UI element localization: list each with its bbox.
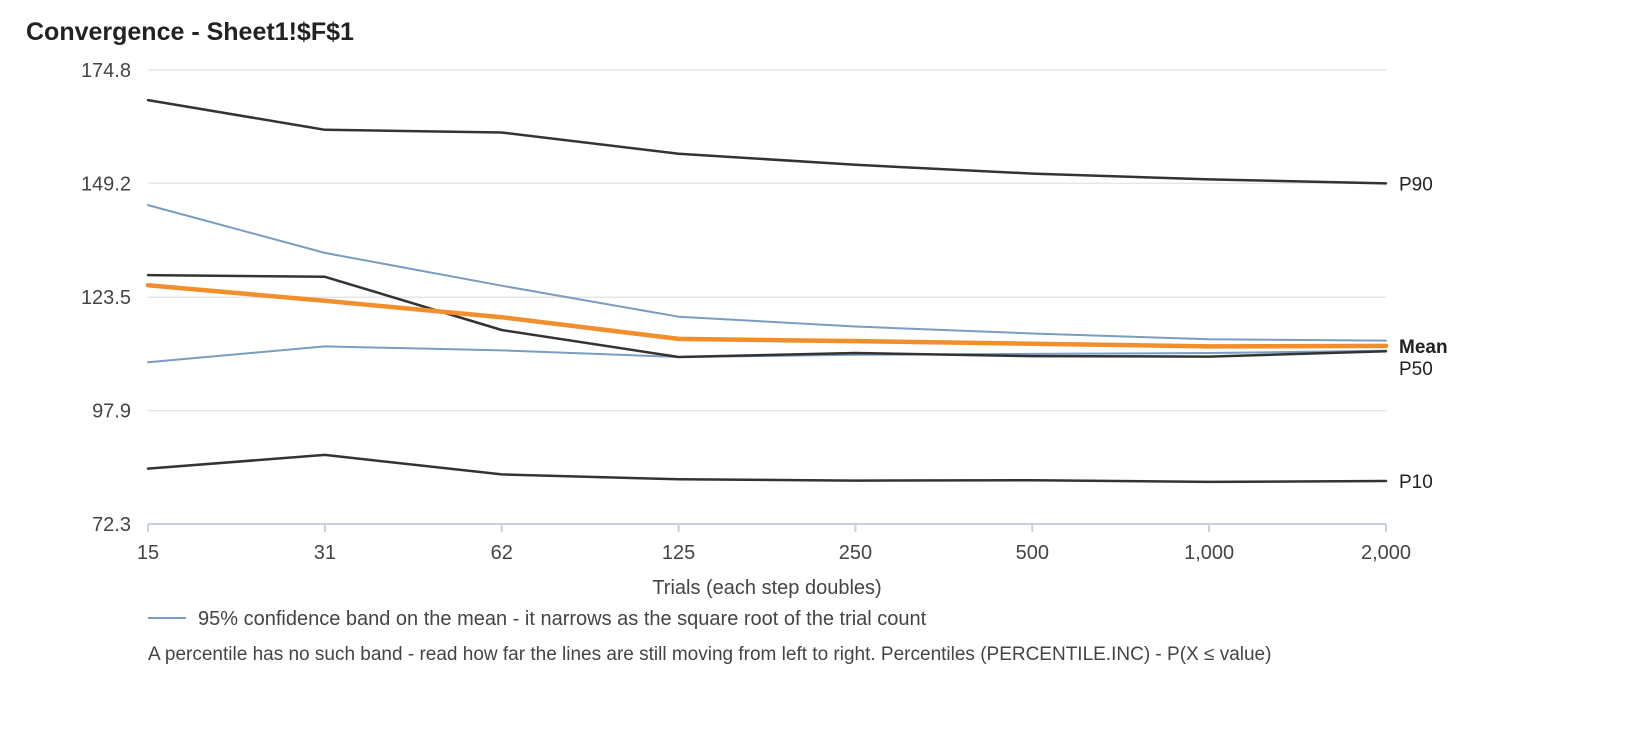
x-tick-label: 250 [839,542,872,564]
series-label-p10: P10 [1399,472,1433,493]
x-tick-label: 125 [662,542,695,564]
series-label-p90: P90 [1399,174,1433,195]
x-tick-label: 500 [1016,542,1049,564]
axes: 72.3 97.9 123.5 149.2 174.8 15 31 62 125 250 500 1,… [81,60,1411,564]
y-tick-label: 72.3 [92,514,131,536]
x-tick-label: 2,000 [1361,542,1411,564]
series-line-p90 [146,98,1388,185]
series-line-p10 [146,453,1388,484]
series-label-mean: Mean [1399,337,1448,358]
x-tick-label: 31 [314,542,336,564]
chart-title: Convergence - Sheet1!$F$1 [26,18,354,46]
series-line-band-upper [147,204,1387,342]
legend-band-label: 95% confidence band on the mean - it nar… [198,608,927,630]
series-label-p50: P50 [1399,359,1433,380]
legend: 95% confidence band on the mean - it nar… [148,608,1271,665]
y-tick-label: 174.8 [81,60,131,82]
y-tick-label: 123.5 [81,287,131,309]
series-line-mean [145,283,1389,349]
y-tick-label: 97.9 [92,401,131,423]
x-tick-label: 15 [137,542,159,564]
series-line-p50 [146,273,1388,359]
y-tick-label: 149.2 [81,173,131,195]
series-lines [145,98,1389,484]
x-tick-label: 62 [491,542,513,564]
x-axis-label: Trials (each step doubles) [652,577,881,599]
legend-note: A percentile has no such band - read how… [148,644,1271,665]
x-tick-label: 1,000 [1184,542,1234,564]
gridlines [148,69,1386,412]
